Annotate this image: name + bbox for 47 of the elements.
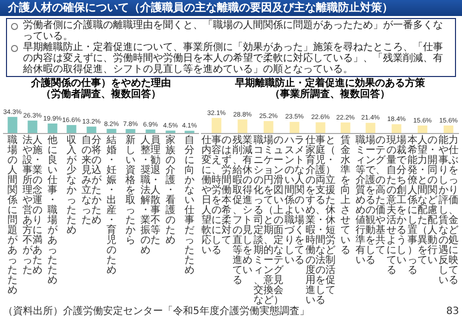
category-label: 新しい資格を取ったから: [126, 135, 136, 246]
bar: [264, 121, 274, 133]
category-label: 現場の裁量で自分たちの創意工夫を活かせるようにしている: [386, 135, 406, 276]
bar: [86, 126, 96, 133]
category-label: 本人の希望・能力開発・同僚との人間関係などに配慮した配置（人事異動）を行っている: [408, 135, 438, 276]
category-label: 賃金水準を向上させている: [340, 135, 350, 256]
bar: [418, 125, 428, 133]
category-label: 人員整理・勧奨退職・法人解散・事業不振等のため: [140, 135, 160, 256]
bar: [340, 122, 350, 133]
category-label: 能力や仕事ぶりをしっかり評価し、賃金などの処遇に反映している: [438, 135, 458, 286]
category-label: 自分の将来の見込みが立たなかったため: [82, 135, 102, 226]
bar: [8, 116, 18, 133]
category-label: 残業削減、有給休暇の取得促進、シフトの見直し等を進めている: [232, 135, 252, 286]
bar: [444, 125, 454, 133]
text: 介護人材の確保について（介護職員の主な離職の要因及び主な離職防止対策）: [0, 0, 462, 16]
category-label: 自分に向かない仕事だったため: [184, 135, 194, 276]
category-label: 収入が少なかったため: [66, 135, 76, 236]
chart-title: 介護関係の仕事）をやめた理由: [31, 78, 171, 89]
bar: [316, 122, 326, 133]
bar: [290, 122, 300, 133]
category-label: 家族の介護・看護のため: [166, 135, 176, 246]
text: 早期離職防止・定着促進について、事業所側に「効果があった」施策を尋ねたところ、「仕事の内容は変えずに、労働時間や労働日を本人の希望で柔軟に対応している」、「残業削減、有給休暇の取得促進、シフトの見直し等を進めている」の順となっている。: [23, 42, 444, 75]
chart-title: 早期離職防止・定着促進に効果のある方策: [235, 78, 425, 89]
bar: [212, 118, 222, 133]
bar: [392, 124, 402, 133]
category-label: 法人や施設・事業所の理念や運営のあり方に不満があったため: [22, 135, 42, 276]
category-label: 職場の人間関係に問題があったため: [8, 135, 18, 296]
bar: [366, 122, 376, 133]
category-label: 仕事の内容は変えずに、労働時間や労働日を本人の希望に柔軟に対応している: [202, 135, 232, 256]
text: 労働者側に介護職の離職理由を聞くと、「職場の人間関係に問題があったため」が一番多くなっている。: [23, 20, 444, 42]
chart-subtitle: （労働者調査、複数回答）: [41, 89, 161, 100]
text: 83: [446, 306, 459, 318]
bar: [146, 129, 156, 133]
category-label: 職場のコミュニケーションの円滑化を図っている（上司との定期面談、定期的なミーティング、意見交換会など）: [254, 135, 284, 306]
category-label: 他に良い仕事・職場があったため: [48, 135, 58, 286]
bar: [66, 125, 76, 133]
category-label: 結婚・妊娠・出産・育児のため: [106, 135, 116, 276]
category-label: ハラスメントのない人間関係のよい職場づくりをしている: [284, 135, 304, 266]
text: （資料出所）介護労働安定センター「令和5年度介護労働実態調査」: [3, 306, 310, 318]
category-label: 仕事と家庭（育児・介護）の両立を支援するため、休業・休暇・短時間労働などの法制度の活用を促進している: [306, 135, 336, 306]
chart-subtitle: （事業所調査、複数回答）: [270, 89, 390, 100]
category-label: 職場のミーティング等で、介護の質を高めるための価値観や行動基準を共有している: [356, 135, 386, 266]
bar: [238, 119, 248, 133]
bar: [28, 120, 38, 133]
bar: [106, 128, 116, 133]
bar: [48, 124, 58, 133]
bar: [126, 129, 136, 133]
